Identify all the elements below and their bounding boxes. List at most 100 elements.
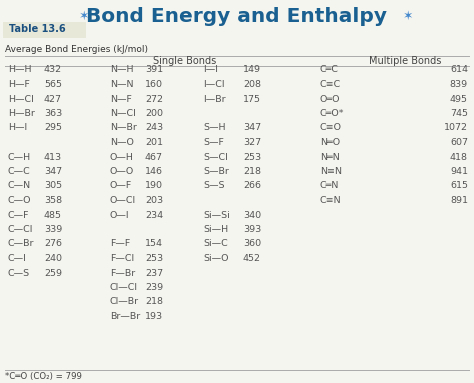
Text: F—F: F—F: [110, 239, 130, 249]
Text: O—Cl: O—Cl: [110, 196, 136, 205]
Text: 327: 327: [243, 138, 261, 147]
Text: O—O: O—O: [110, 167, 134, 176]
Text: 393: 393: [243, 225, 261, 234]
Text: I—Cl: I—Cl: [203, 80, 225, 89]
Text: C≡C: C≡C: [320, 80, 341, 89]
Text: 452: 452: [243, 254, 261, 263]
Text: I—I: I—I: [203, 65, 218, 75]
Text: Cl—Br: Cl—Br: [110, 298, 139, 306]
Text: 358: 358: [44, 196, 62, 205]
Text: Si—O: Si—O: [203, 254, 228, 263]
Text: N═O: N═O: [320, 138, 340, 147]
Text: 253: 253: [243, 152, 261, 162]
Text: C—F: C—F: [8, 211, 29, 219]
Text: I—Br: I—Br: [203, 95, 226, 103]
Text: 237: 237: [145, 268, 163, 278]
Text: C—N: C—N: [8, 182, 31, 190]
Text: 745: 745: [450, 109, 468, 118]
Text: O—F: O—F: [110, 182, 132, 190]
Text: N—Cl: N—Cl: [110, 109, 136, 118]
Text: 1072: 1072: [444, 123, 468, 133]
Text: Table 13.6: Table 13.6: [9, 25, 65, 34]
Text: 203: 203: [145, 196, 163, 205]
FancyBboxPatch shape: [3, 21, 86, 38]
Text: N≡N: N≡N: [320, 167, 342, 176]
Text: 149: 149: [243, 65, 261, 75]
Text: 175: 175: [243, 95, 261, 103]
Text: N—H: N—H: [110, 65, 134, 75]
Text: Average Bond Energies (kJ/mol): Average Bond Energies (kJ/mol): [5, 44, 148, 54]
Text: 218: 218: [145, 298, 163, 306]
Text: ✶: ✶: [403, 10, 413, 23]
Text: F—Cl: F—Cl: [110, 254, 134, 263]
Text: Br—Br: Br—Br: [110, 312, 140, 321]
Text: *C═O (CO₂) = 799: *C═O (CO₂) = 799: [5, 372, 82, 380]
Text: Si—H: Si—H: [203, 225, 228, 234]
Text: C—H: C—H: [8, 152, 31, 162]
Text: 200: 200: [145, 109, 163, 118]
Text: 218: 218: [243, 167, 261, 176]
Text: 160: 160: [145, 80, 163, 89]
Text: 363: 363: [44, 109, 62, 118]
Text: 240: 240: [44, 254, 62, 263]
Text: 495: 495: [450, 95, 468, 103]
Text: 485: 485: [44, 211, 62, 219]
Text: O═O: O═O: [320, 95, 340, 103]
Text: 418: 418: [450, 152, 468, 162]
Text: 340: 340: [243, 211, 261, 219]
Text: O—H: O—H: [110, 152, 134, 162]
Text: S—H: S—H: [203, 123, 226, 133]
Text: S—F: S—F: [203, 138, 224, 147]
Text: 146: 146: [145, 167, 163, 176]
Text: C—C: C—C: [8, 167, 31, 176]
Text: 276: 276: [44, 239, 62, 249]
Text: F—Br: F—Br: [110, 268, 135, 278]
Text: 360: 360: [243, 239, 261, 249]
Text: 243: 243: [145, 123, 163, 133]
Text: 467: 467: [145, 152, 163, 162]
Text: Bond Energy and Enthalpy: Bond Energy and Enthalpy: [86, 8, 388, 26]
Text: N—Br: N—Br: [110, 123, 137, 133]
Text: 295: 295: [44, 123, 62, 133]
Text: 413: 413: [44, 152, 62, 162]
Text: N═N: N═N: [320, 152, 340, 162]
Text: H—I: H—I: [8, 123, 27, 133]
Text: C—Br: C—Br: [8, 239, 35, 249]
Text: C—S: C—S: [8, 268, 30, 278]
Text: O—I: O—I: [110, 211, 129, 219]
Text: Single Bonds: Single Bonds: [154, 56, 217, 66]
Text: 941: 941: [450, 167, 468, 176]
Text: N—N: N—N: [110, 80, 134, 89]
Text: C—Cl: C—Cl: [8, 225, 33, 234]
Text: C—O: C—O: [8, 196, 31, 205]
Text: S—Br: S—Br: [203, 167, 229, 176]
Text: H—H: H—H: [8, 65, 31, 75]
Text: 272: 272: [145, 95, 163, 103]
Text: Cl—Cl: Cl—Cl: [110, 283, 138, 292]
Text: C═N: C═N: [320, 182, 339, 190]
Text: 154: 154: [145, 239, 163, 249]
Text: S—S: S—S: [203, 182, 225, 190]
Text: 208: 208: [243, 80, 261, 89]
Text: 305: 305: [44, 182, 62, 190]
Text: N—O: N—O: [110, 138, 134, 147]
Text: 259: 259: [44, 268, 62, 278]
Text: C≡N: C≡N: [320, 196, 342, 205]
Text: 891: 891: [450, 196, 468, 205]
Text: 615: 615: [450, 182, 468, 190]
Text: 190: 190: [145, 182, 163, 190]
Text: 201: 201: [145, 138, 163, 147]
Text: 391: 391: [145, 65, 163, 75]
Text: 339: 339: [44, 225, 62, 234]
Text: S—Cl: S—Cl: [203, 152, 228, 162]
Text: 193: 193: [145, 312, 163, 321]
Text: 614: 614: [450, 65, 468, 75]
Text: C═C: C═C: [320, 65, 339, 75]
Text: 234: 234: [145, 211, 163, 219]
Text: 839: 839: [450, 80, 468, 89]
Text: Multiple Bonds: Multiple Bonds: [369, 56, 441, 66]
Text: C—I: C—I: [8, 254, 27, 263]
Text: 607: 607: [450, 138, 468, 147]
Text: 253: 253: [145, 254, 163, 263]
Text: 432: 432: [44, 65, 62, 75]
